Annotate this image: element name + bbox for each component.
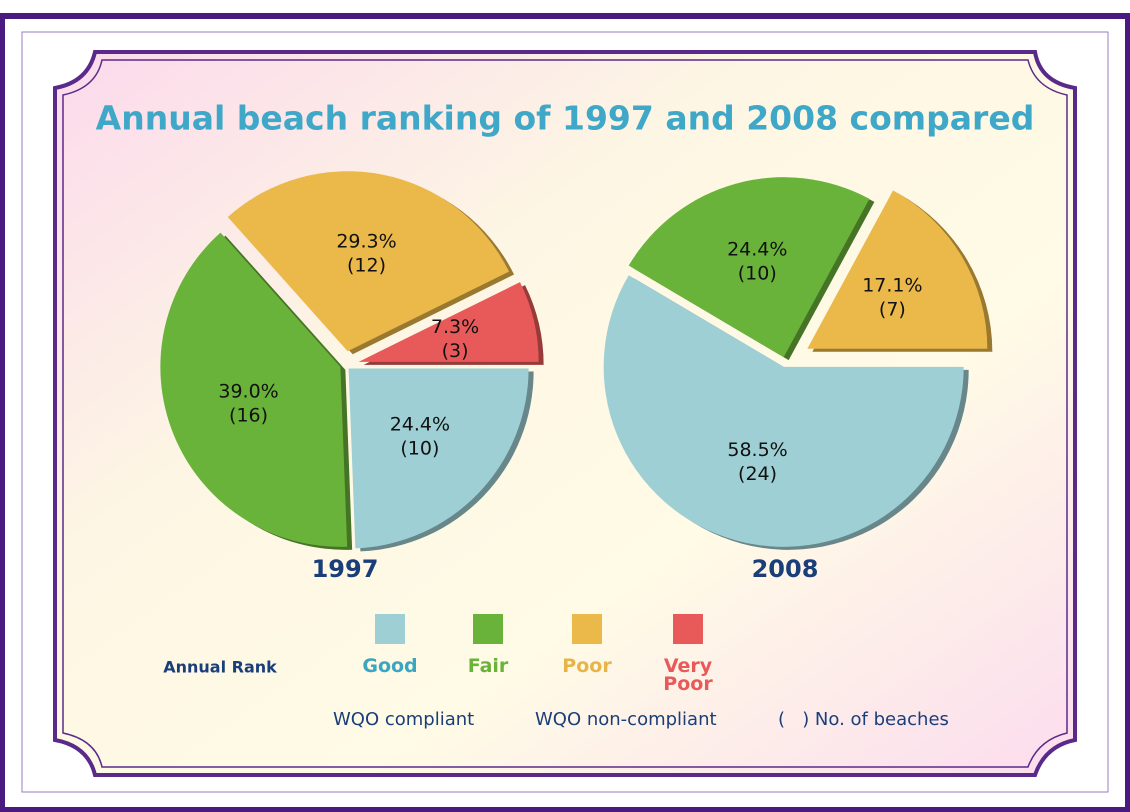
legend-swatch [572,614,602,644]
pie-slice [628,177,870,358]
pie-slice [358,282,539,362]
value-label: 29.3% [336,231,396,253]
pie-slice [603,275,964,547]
legend-title: Annual Rank [163,658,277,677]
legend-note: WQO non-compliant [535,709,717,730]
legend-label: Poor [562,655,612,677]
count-label: (10) [400,438,439,460]
legend-label: Fair [467,655,509,677]
pie-slice [348,368,529,549]
legend-label: Very Poor [663,655,713,695]
count-label: (12) [347,255,386,277]
legend-swatch [473,614,503,644]
pie-slice [807,190,988,349]
pie-slice [160,232,348,547]
legend-label: Good [362,655,418,677]
value-label: 24.4% [390,414,450,436]
count-label: (10) [738,262,777,284]
count-label: (16) [229,404,268,426]
pie-slice [227,171,510,352]
inner-frame [21,31,1109,793]
ornate-border-inner [62,59,1068,768]
pie-year-label: 2008 [752,555,819,583]
legend-swatch [673,614,703,644]
legend-note: ( ) No. of beaches [778,709,949,730]
legend-note: WQO compliant [333,709,474,730]
pie-year-label: 1997 [312,555,379,583]
value-label: 17.1% [862,275,922,297]
chart-title: Annual beach ranking of 1997 and 2008 co… [96,99,1035,138]
outer-frame [0,13,1130,812]
legend-swatch [375,614,405,644]
value-label: 7.3% [431,316,479,338]
value-label: 24.4% [727,238,787,260]
value-label: 58.5% [727,439,787,461]
count-label: (7) [879,299,906,321]
value-label: 39.0% [218,380,278,402]
count-label: (3) [442,340,469,362]
count-label: (24) [738,463,777,485]
